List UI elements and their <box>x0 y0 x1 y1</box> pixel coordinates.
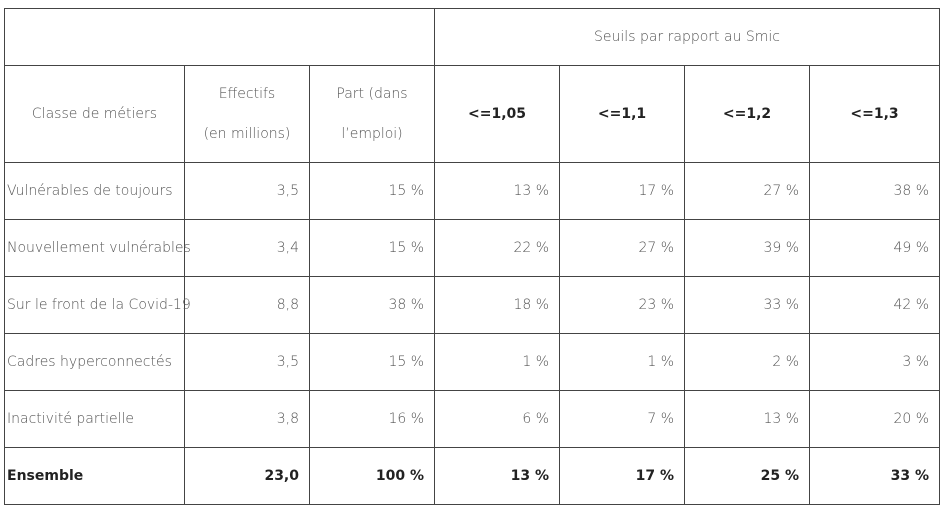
column-header-part: Part (dans l’emploi) <box>308 65 436 163</box>
row-label: Nouvellement vulnérables <box>4 219 191 277</box>
cell-part: 100 % <box>308 447 436 505</box>
cell-threshold-1: 13 % <box>434 447 561 505</box>
column-header-effectifs-line1: Effectifs <box>218 86 276 102</box>
thresholds-title: Seuils par rapport au Smic <box>434 8 941 66</box>
row-label: Inactivité partielle <box>4 390 185 448</box>
cell-threshold-4: 42 % <box>809 276 941 334</box>
table-row: Inactivité partielle 3,8 16 % 6 % 7 % 13… <box>4 390 941 448</box>
column-header-class: Classe de métiers <box>4 65 185 163</box>
cell-part: 15 % <box>308 333 436 391</box>
cell-threshold-1: 22 % <box>434 219 561 277</box>
cell-threshold-4: 33 % <box>809 447 941 505</box>
cell-threshold-4: 20 % <box>809 390 941 448</box>
cell-threshold-1: 18 % <box>434 276 561 334</box>
column-header-part-line1: Part (dans <box>336 86 408 102</box>
header-row: Classe de métiers Effectifs (en millions… <box>4 65 941 163</box>
data-table: Seuils par rapport au Smic Classe de mét… <box>3 8 941 505</box>
cell-threshold-2: 23 % <box>559 276 686 334</box>
cell-part: 15 % <box>308 219 436 277</box>
cell-threshold-4: 38 % <box>809 162 941 220</box>
cell-threshold-3: 25 % <box>684 447 811 505</box>
row-label: Vulnérables de toujours <box>4 162 185 220</box>
cell-threshold-3: 39 % <box>684 219 811 277</box>
cell-threshold-1: 13 % <box>434 162 561 220</box>
cell-effectifs: 3,4 <box>184 219 310 277</box>
cell-threshold-3: 27 % <box>684 162 811 220</box>
cell-threshold-3: 2 % <box>684 333 811 391</box>
cell-part: 15 % <box>308 162 436 220</box>
column-header-threshold-1: <=1,05 <box>434 65 561 163</box>
column-header-threshold-4: <=1,3 <box>809 65 941 163</box>
table-container: Seuils par rapport au Smic Classe de mét… <box>3 8 941 505</box>
column-header-threshold-3: <=1,2 <box>684 65 811 163</box>
cell-threshold-2: 17 % <box>559 447 686 505</box>
table-row: Sur le front de la Covid-19 8,8 38 % 18 … <box>4 276 941 334</box>
row-label: Ensemble <box>4 447 185 505</box>
cell-part: 16 % <box>308 390 436 448</box>
row-label: Cadres hyperconnectés <box>4 333 185 391</box>
cell-effectifs: 23,0 <box>184 447 310 505</box>
header-row-top: Seuils par rapport au Smic <box>3 8 941 66</box>
cell-threshold-4: 49 % <box>809 219 941 277</box>
cell-threshold-1: 1 % <box>434 333 561 391</box>
cell-threshold-3: 33 % <box>684 276 811 334</box>
cell-effectifs: 8,8 <box>184 276 310 334</box>
cell-threshold-1: 6 % <box>434 390 561 448</box>
cell-effectifs: 3,8 <box>184 390 310 448</box>
cell-effectifs: 3,5 <box>184 333 310 391</box>
row-label: Sur le front de la Covid-19 <box>4 276 191 334</box>
table-row: Vulnérables de toujours 3,5 15 % 13 % 17… <box>4 162 941 220</box>
table-row: Nouvellement vulnérables 3,4 15 % 22 % 2… <box>4 219 941 277</box>
cell-threshold-2: 7 % <box>559 390 686 448</box>
cell-threshold-3: 13 % <box>684 390 811 448</box>
cell-effectifs: 3,5 <box>184 162 310 220</box>
cell-threshold-4: 3 % <box>809 333 941 391</box>
table-row-total: Ensemble 23,0 100 % 13 % 17 % 25 % 33 % <box>4 447 941 505</box>
table-row: Cadres hyperconnectés 3,5 15 % 1 % 1 % 2… <box>4 333 941 391</box>
column-header-threshold-2: <=1,1 <box>559 65 686 163</box>
cell-threshold-2: 17 % <box>559 162 686 220</box>
column-header-effectifs-line2: (en millions) <box>203 126 291 142</box>
cell-threshold-2: 27 % <box>559 219 686 277</box>
empty-header-cell <box>3 8 436 66</box>
cell-part: 38 % <box>308 276 436 334</box>
column-header-effectifs: Effectifs (en millions) <box>184 65 310 163</box>
cell-threshold-2: 1 % <box>559 333 686 391</box>
column-header-part-line2: l’emploi) <box>341 126 403 142</box>
